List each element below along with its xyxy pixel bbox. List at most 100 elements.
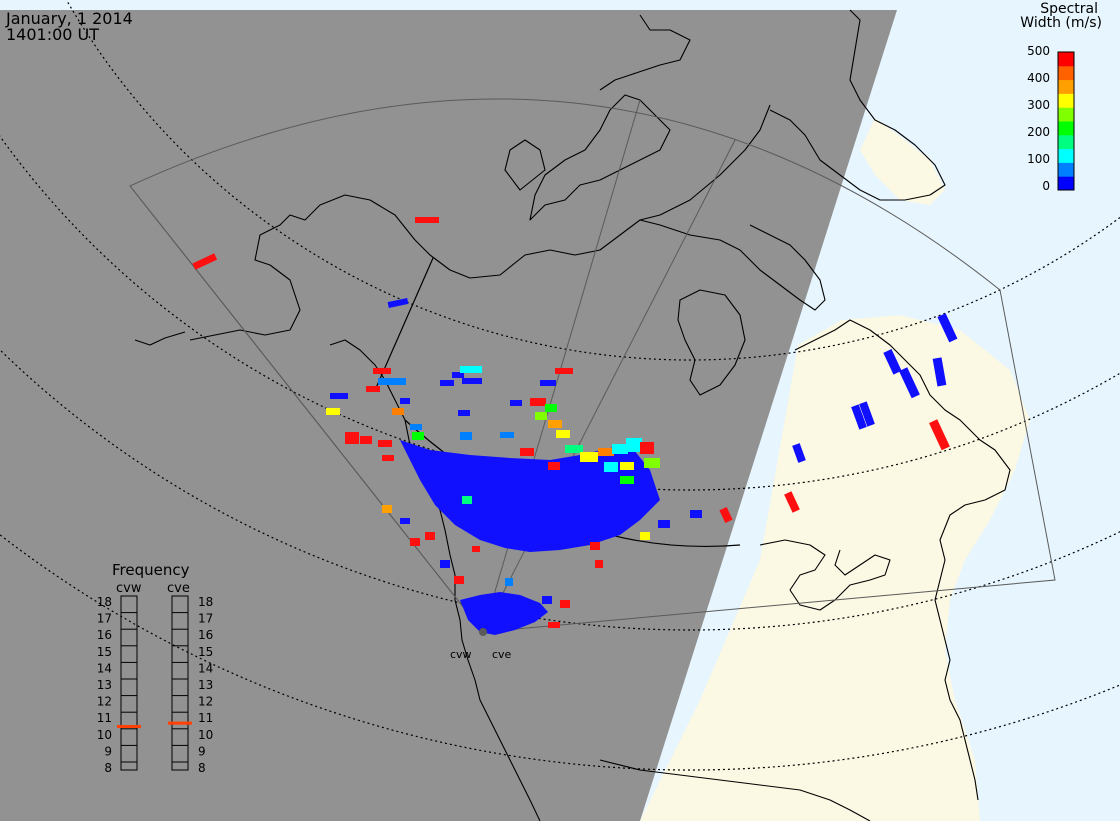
frequency-tick-label: 13 — [97, 678, 112, 692]
day-land-greenland — [860, 118, 945, 205]
colorbar-segment — [1058, 162, 1074, 177]
echo-cell — [378, 440, 392, 447]
colorbar-tick-label: 100 — [1027, 152, 1050, 166]
radar-label-east: cve — [492, 648, 512, 661]
colorbar-tick-label: 500 — [1027, 44, 1050, 58]
echo-cell — [580, 452, 598, 462]
frequency-title: Frequency — [112, 561, 190, 579]
frequency-tick-label: 8 — [198, 761, 206, 775]
echo-cell — [415, 217, 439, 223]
date-label: January, 1 2014 — [5, 9, 133, 28]
frequency-tick-label: 8 — [104, 761, 112, 775]
echo-cell — [556, 430, 570, 438]
echo-cell — [472, 546, 480, 552]
frequency-tick-label: 11 — [198, 711, 213, 725]
echo-cell — [366, 386, 380, 392]
echo-cell — [382, 455, 394, 461]
echo-cell — [535, 412, 547, 420]
echo-cell — [792, 443, 806, 463]
echo-cell — [598, 448, 614, 456]
echo-cell — [540, 380, 556, 386]
frequency-tick-label: 14 — [198, 661, 213, 675]
frequency-tick-label: 18 — [198, 595, 213, 609]
colorbar-segment — [1058, 176, 1074, 191]
echo-cell — [640, 442, 654, 454]
colorbar-tick-label: 300 — [1027, 98, 1050, 112]
echo-cell — [530, 398, 546, 406]
echo-cell — [378, 378, 406, 385]
echo-cell — [520, 448, 534, 456]
echo-cell — [937, 313, 958, 343]
frequency-label-east: cve — [167, 581, 190, 596]
frequency-tick-label: 17 — [198, 612, 213, 626]
echo-cell — [690, 510, 702, 518]
frequency-tick-label: 18 — [97, 595, 112, 609]
time-label: 1401:00 UT — [6, 25, 99, 44]
echo-cell — [425, 532, 435, 540]
echo-cell — [612, 444, 628, 454]
echo-cell — [410, 538, 420, 546]
echo-cell — [883, 349, 902, 375]
echo-cell — [620, 476, 634, 484]
colorbar-segment — [1058, 107, 1074, 122]
echo-cell — [851, 404, 867, 430]
echo-cell — [784, 491, 800, 513]
echo-cell — [410, 424, 422, 430]
echo-cell — [595, 560, 603, 568]
colorbar-segment — [1058, 52, 1074, 67]
colorbar-frame — [1057, 51, 1075, 191]
frequency-scale-west: 18 17 16 15 14 13 12 11 10 9 8 — [97, 595, 141, 775]
frequency-box — [120, 595, 138, 771]
echo-cell — [932, 357, 947, 387]
frequency-tick-label: 12 — [198, 695, 213, 709]
echo-cell — [460, 432, 472, 440]
echo-cell — [542, 596, 552, 604]
echo-cell — [462, 496, 472, 504]
echo-cells — [192, 217, 958, 635]
echo-cell — [452, 372, 464, 378]
colorbar-tick-label: 0 — [1042, 179, 1050, 193]
echo-cell — [644, 458, 660, 468]
echo-cell — [400, 518, 410, 524]
echo-cell — [458, 410, 470, 416]
frequency-tick-label: 16 — [97, 628, 112, 642]
latitude-grid — [0, 0, 1120, 771]
echo-cell — [859, 401, 875, 427]
echo-cell — [462, 378, 482, 384]
echo-cell — [192, 253, 218, 270]
echo-cell — [548, 420, 562, 428]
echo-cell — [392, 408, 404, 415]
frequency-tick-label: 9 — [104, 744, 112, 758]
echo-cell — [412, 432, 424, 440]
echo-cell — [440, 560, 450, 568]
colorbar-tick-label: 400 — [1027, 71, 1050, 85]
frequency-tick-label: 12 — [97, 695, 112, 709]
colorbar-title: Spectral — [1040, 1, 1098, 17]
echo-cell — [545, 404, 557, 412]
echo-cell — [345, 432, 359, 444]
colorbar-tick-label: 200 — [1027, 125, 1050, 139]
frequency-tick-label: 15 — [97, 645, 112, 659]
echo-cell — [440, 380, 454, 386]
echo-cell — [454, 576, 464, 584]
echo-cell — [555, 368, 573, 374]
frequency-box — [171, 595, 189, 771]
echo-cell — [640, 532, 650, 540]
colorbar-scale — [1057, 51, 1075, 191]
colorbar-segment — [1058, 134, 1074, 150]
frequency-tick-label: 10 — [97, 728, 112, 742]
colorbar-segment — [1058, 148, 1074, 163]
echo-cell — [620, 462, 634, 470]
colorbar: Spectral Width (m/s) 500 400 300 200 100 0 — [1020, 1, 1102, 193]
frequency-tick-label: 15 — [198, 645, 213, 659]
echo-cell — [387, 297, 409, 309]
echo-cell — [382, 505, 392, 513]
frequency-tick-label: 17 — [97, 612, 112, 626]
frequency-tick-label: 13 — [198, 678, 213, 692]
echo-cell — [719, 506, 733, 524]
radar-site-marker — [479, 628, 487, 636]
frequency-label-west: cvw — [116, 581, 142, 596]
colorbar-segment — [1058, 79, 1074, 94]
echo-cell — [548, 622, 560, 628]
